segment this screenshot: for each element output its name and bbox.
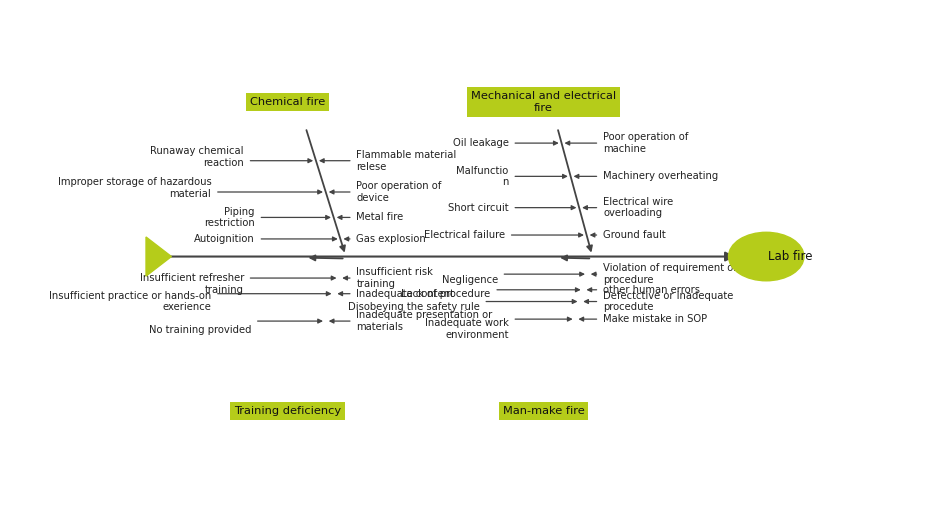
Text: Improper storage of hazardous
material: Improper storage of hazardous material [57,177,212,199]
Text: Inadequate presentation or
materials: Inadequate presentation or materials [357,310,492,332]
Polygon shape [146,237,171,276]
Text: Insufficient risk
training: Insufficient risk training [357,267,433,289]
Text: Ground fault: Ground fault [603,230,665,240]
Text: Malfunctio
n: Malfunctio n [457,166,509,187]
Text: Inadequate work
environment: Inadequate work environment [425,318,509,340]
Text: Machinery overheating: Machinery overheating [603,171,718,181]
Text: Disobeying the safety rule: Disobeying the safety rule [348,302,480,311]
Text: Insufficient practice or hands-on
exerience: Insufficient practice or hands-on exerie… [49,291,212,312]
Text: Piping
restriction: Piping restriction [204,207,255,228]
Text: Mechanical and electrical
fire: Mechanical and electrical fire [471,91,616,113]
Text: Negligence: Negligence [442,275,498,285]
Text: Training deficiency: Training deficiency [234,406,341,416]
Text: other human errors: other human errors [603,285,700,295]
Text: Inadequate content: Inadequate content [357,289,454,299]
Text: Oil leakage: Oil leakage [453,138,509,148]
Text: Flammable material
relese: Flammable material relese [357,150,457,172]
Text: Violation of requirement or
procedure: Violation of requirement or procedure [603,263,738,285]
Ellipse shape [728,232,804,281]
Text: Poor operation of
machine: Poor operation of machine [603,132,688,154]
Text: Man-make fire: Man-make fire [503,406,584,416]
Text: Electrical wire
overloading: Electrical wire overloading [603,197,673,218]
Text: Make mistake in SOP: Make mistake in SOP [603,314,707,324]
Text: Gas explosion: Gas explosion [357,234,426,244]
Text: Short circuit: Short circuit [448,203,509,213]
Text: Defectctive or inadequate
procedute: Defectctive or inadequate procedute [603,291,734,312]
Text: Poor operation of
device: Poor operation of device [357,181,442,203]
Text: Insufficient refresher
training: Insufficient refresher training [139,273,244,295]
Text: No training provided: No training provided [149,325,251,335]
Text: Electrical failure: Electrical failure [424,230,505,240]
Text: Lack of procedure: Lack of procedure [402,289,490,299]
Text: Runaway chemical
reaction: Runaway chemical reaction [151,146,244,168]
Text: Metal fire: Metal fire [357,212,403,223]
Text: Autoignition: Autoignition [194,234,255,244]
Text: Chemical fire: Chemical fire [250,97,325,107]
Text: Lab fire: Lab fire [768,250,812,263]
